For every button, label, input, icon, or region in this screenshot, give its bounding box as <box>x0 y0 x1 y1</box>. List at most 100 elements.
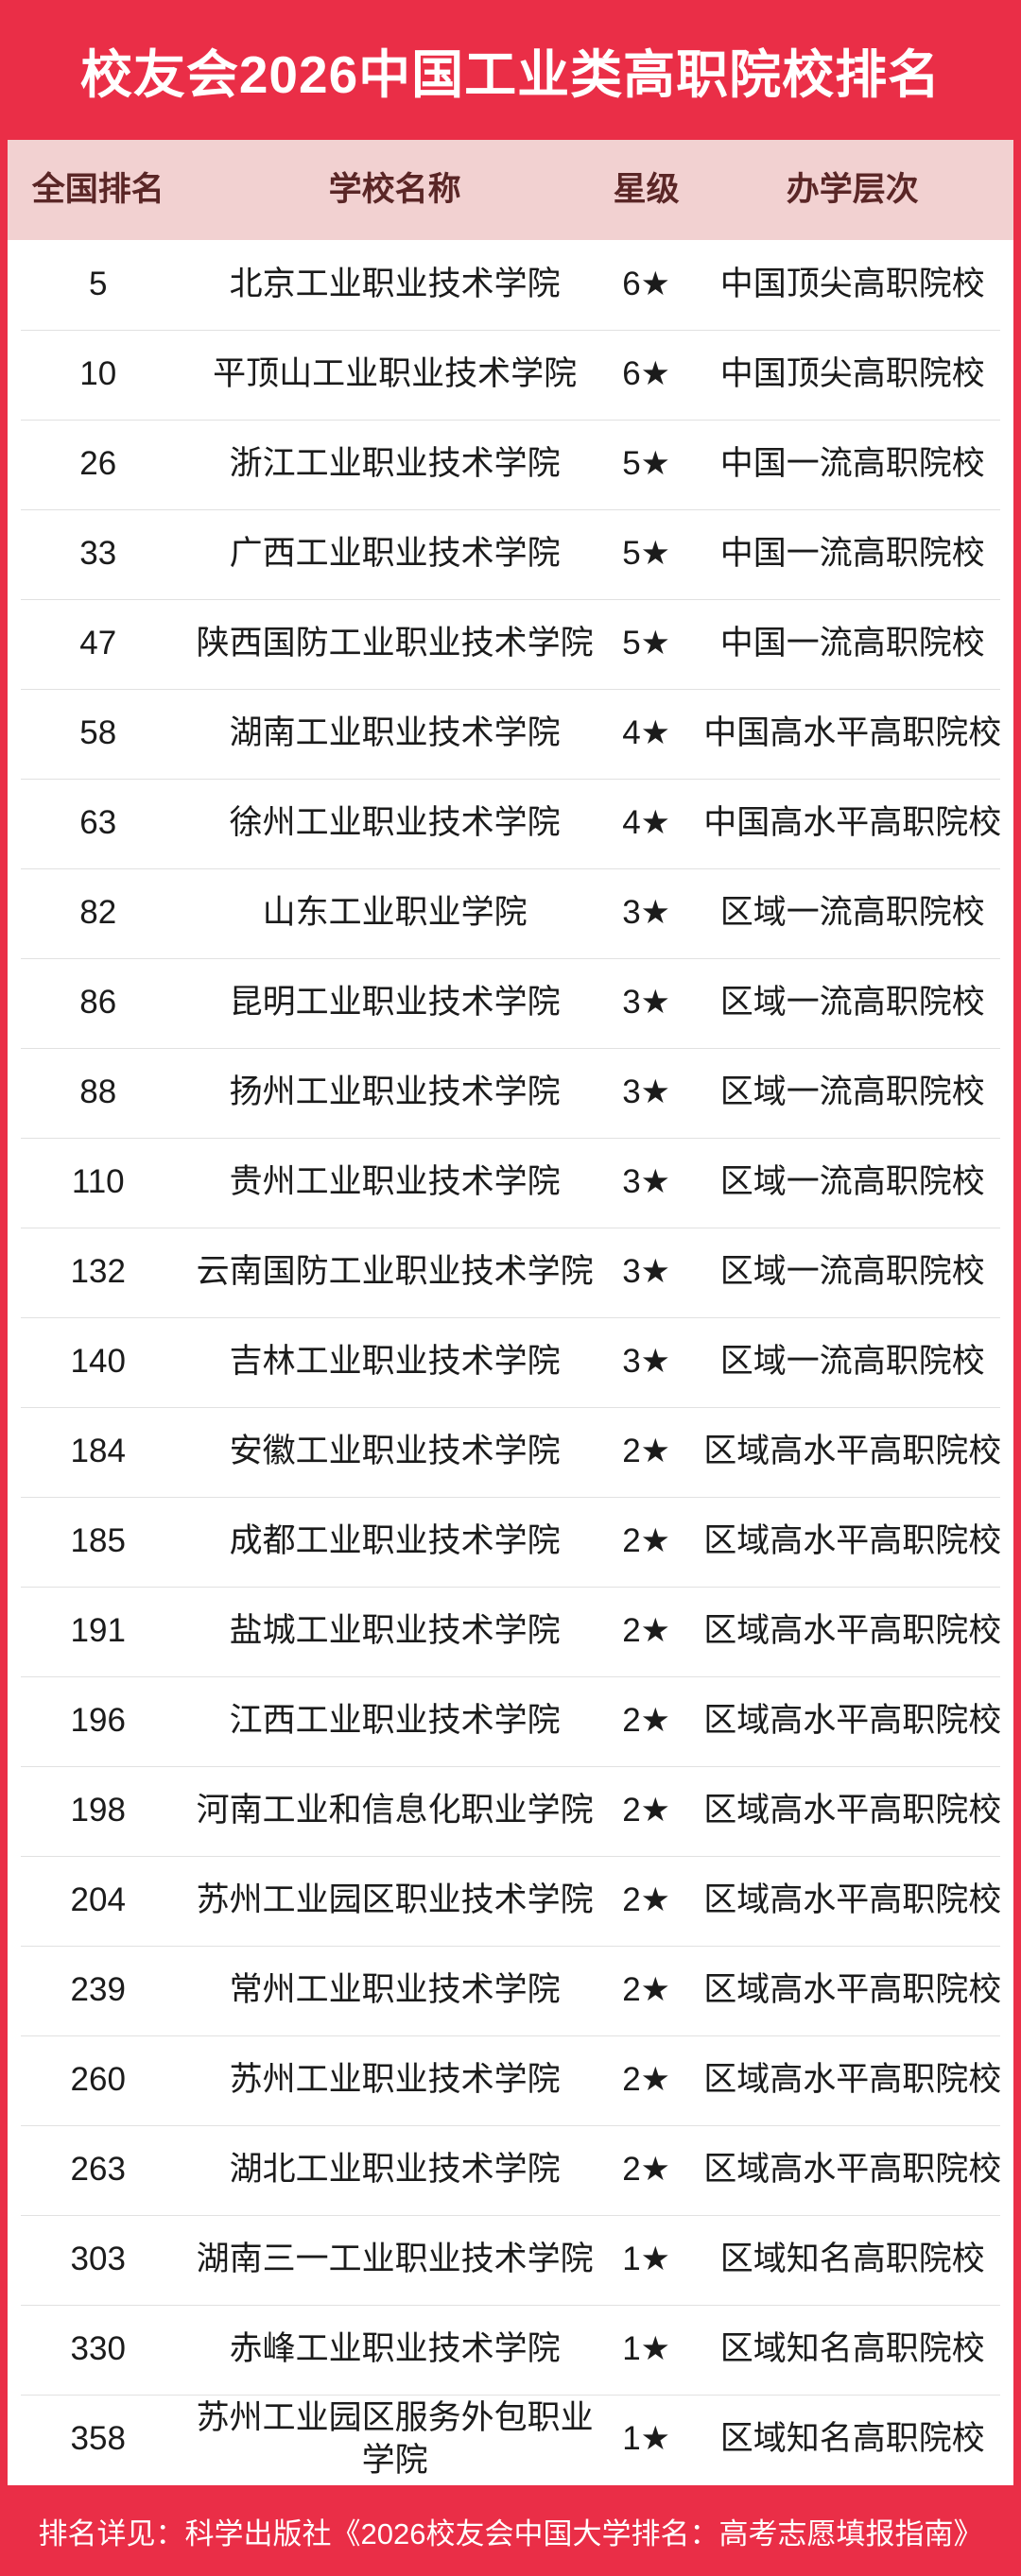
table-row: 303 湖南三一工业职业技术学院 1★ 区域知名高职院校 <box>8 2215 1013 2305</box>
star-rating-cell: 2★ <box>622 1433 671 1470</box>
school-level-cell: 中国一流高职院校 <box>719 625 985 662</box>
table-row: 82 山东工业职业学院 3★ 区域一流高职院校 <box>8 868 1013 958</box>
table-row: 33 广西工业职业技术学院 5★ 中国一流高职院校 <box>8 509 1013 599</box>
school-name-cell: 安徽工业职业技术学院 <box>229 1433 561 1470</box>
star-rating-cell: 2★ <box>622 1792 671 1829</box>
table-row: 260 苏州工业职业技术学院 2★ 区域高水平高职院校 <box>8 2035 1013 2125</box>
rank-cell: 26 <box>79 445 117 483</box>
table-header-row: 全国排名 学校名称 星级 办学层次 <box>8 140 1013 240</box>
rank-cell: 196 <box>70 1702 126 1740</box>
school-level-cell: 区域一流高职院校 <box>719 894 985 932</box>
rank-cell: 330 <box>70 2330 126 2368</box>
school-name-cell: 北京工业职业技术学院 <box>229 266 561 303</box>
table-row: 88 扬州工业职业技术学院 3★ 区域一流高职院校 <box>8 1048 1013 1138</box>
rank-cell: 184 <box>70 1433 126 1470</box>
table-row: 204 苏州工业园区职业技术学院 2★ 区域高水平高职院校 <box>8 1856 1013 1946</box>
rank-cell: 140 <box>70 1343 126 1381</box>
school-name-cell: 江西工业职业技术学院 <box>229 1702 561 1740</box>
column-header-rank: 全国排名 <box>31 170 164 208</box>
school-name-cell: 湖南三一工业职业技术学院 <box>196 2241 594 2278</box>
table-row: 239 常州工业职业技术学院 2★ 区域高水平高职院校 <box>8 1946 1013 2035</box>
rank-cell: 10 <box>79 355 117 393</box>
school-name-cell: 广西工业职业技术学院 <box>229 535 561 573</box>
table-row: 58 湖南工业职业技术学院 4★ 中国高水平高职院校 <box>8 689 1013 779</box>
school-level-cell: 区域一流高职院校 <box>719 1073 985 1111</box>
table-row: 198 河南工业和信息化职业学院 2★ 区域高水平高职院校 <box>8 1766 1013 1856</box>
school-level-cell: 区域知名高职院校 <box>719 2420 985 2458</box>
school-level-cell: 中国高水平高职院校 <box>703 714 1002 752</box>
star-rating-cell: 4★ <box>622 714 671 752</box>
star-rating-cell: 3★ <box>622 1073 671 1111</box>
table-row: 110 贵州工业职业技术学院 3★ 区域一流高职院校 <box>8 1138 1013 1228</box>
table-row: 10 平顶山工业职业技术学院 6★ 中国顶尖高职院校 <box>8 330 1013 420</box>
school-name-cell: 云南国防工业职业技术学院 <box>196 1253 594 1291</box>
school-level-cell: 区域高水平高职院校 <box>703 2151 1002 2189</box>
table-row: 184 安徽工业职业技术学院 2★ 区域高水平高职院校 <box>8 1407 1013 1497</box>
rank-cell: 63 <box>79 804 117 842</box>
star-rating-cell: 2★ <box>622 1881 671 1919</box>
school-level-cell: 区域知名高职院校 <box>719 2330 985 2368</box>
school-name-cell: 山东工业职业学院 <box>262 894 528 932</box>
rank-cell: 88 <box>79 1073 117 1111</box>
table-row: 358 苏州工业园区服务外包职业学院 1★ 区域知名高职院校 <box>8 2395 1013 2484</box>
column-header-stars: 星级 <box>613 170 680 208</box>
star-rating-cell: 6★ <box>622 266 671 303</box>
star-rating-cell: 2★ <box>622 1971 671 2009</box>
star-rating-cell: 1★ <box>622 2241 671 2278</box>
rank-cell: 132 <box>70 1253 126 1291</box>
star-rating-cell: 2★ <box>622 1522 671 1560</box>
rank-cell: 86 <box>79 984 117 1022</box>
rank-cell: 47 <box>79 625 117 662</box>
table-row: 63 徐州工业职业技术学院 4★ 中国高水平高职院校 <box>8 779 1013 868</box>
table-row: 185 成都工业职业技术学院 2★ 区域高水平高职院校 <box>8 1497 1013 1587</box>
star-rating-cell: 3★ <box>622 984 671 1022</box>
school-name-cell: 湖南工业职业技术学院 <box>229 714 561 752</box>
school-level-cell: 区域高水平高职院校 <box>703 1612 1002 1650</box>
star-rating-cell: 3★ <box>622 1253 671 1291</box>
school-level-cell: 区域高水平高职院校 <box>703 1433 1002 1470</box>
table-row: 330 赤峰工业职业技术学院 1★ 区域知名高职院校 <box>8 2305 1013 2395</box>
ranking-table: 全国排名 学校名称 星级 办学层次 5 北京工业职业技术学院 6★ 中国顶尖高职… <box>8 140 1013 2485</box>
rank-cell: 5 <box>89 266 108 303</box>
school-name-cell: 苏州工业园区职业技术学院 <box>196 1881 594 1919</box>
school-name-cell: 昆明工业职业技术学院 <box>229 984 561 1022</box>
school-level-cell: 中国一流高职院校 <box>719 535 985 573</box>
school-name-cell: 陕西国防工业职业技术学院 <box>196 625 594 662</box>
banner: 校友会2026中国工业类高职院校排名 <box>0 0 1021 140</box>
school-name-cell: 苏州工业园区服务外包职业学院 <box>196 2399 594 2479</box>
rank-cell: 358 <box>70 2420 126 2458</box>
table-row: 263 湖北工业职业技术学院 2★ 区域高水平高职院校 <box>8 2125 1013 2215</box>
rank-cell: 82 <box>79 894 117 932</box>
school-name-cell: 盐城工业职业技术学院 <box>229 1612 561 1650</box>
footer: 排名详见：科学出版社《2026校友会中国大学排名：高考志愿填报指南》 <box>0 2485 1021 2576</box>
star-rating-cell: 3★ <box>622 1343 671 1381</box>
rank-cell: 110 <box>71 1163 125 1201</box>
school-level-cell: 中国顶尖高职院校 <box>719 355 985 393</box>
column-header-level: 办学层次 <box>786 170 919 208</box>
school-level-cell: 区域一流高职院校 <box>719 1253 985 1291</box>
school-level-cell: 中国一流高职院校 <box>719 445 985 483</box>
school-name-cell: 平顶山工业职业技术学院 <box>213 355 578 393</box>
table-row: 26 浙江工业职业技术学院 5★ 中国一流高职院校 <box>8 420 1013 509</box>
star-rating-cell: 2★ <box>622 2061 671 2099</box>
rank-cell: 191 <box>70 1612 126 1650</box>
school-name-cell: 常州工业职业技术学院 <box>229 1971 561 2009</box>
school-level-cell: 区域高水平高职院校 <box>703 1702 1002 1740</box>
star-rating-cell: 1★ <box>622 2330 671 2368</box>
star-rating-cell: 2★ <box>622 1612 671 1650</box>
star-rating-cell: 2★ <box>622 1702 671 1740</box>
school-level-cell: 区域高水平高职院校 <box>703 2061 1002 2099</box>
star-rating-cell: 2★ <box>622 2151 671 2189</box>
table-row: 132 云南国防工业职业技术学院 3★ 区域一流高职院校 <box>8 1228 1013 1317</box>
school-level-cell: 区域高水平高职院校 <box>703 1522 1002 1560</box>
school-name-cell: 成都工业职业技术学院 <box>229 1522 561 1560</box>
rank-cell: 185 <box>70 1522 126 1560</box>
star-rating-cell: 5★ <box>622 445 671 483</box>
star-rating-cell: 6★ <box>622 355 671 393</box>
star-rating-cell: 3★ <box>622 1163 671 1201</box>
footer-note: 排名详见：科学出版社《2026校友会中国大学排名：高考志愿填报指南》 <box>38 2516 983 2550</box>
rank-cell: 239 <box>70 1971 126 2009</box>
school-name-cell: 吉林工业职业技术学院 <box>229 1343 561 1381</box>
school-level-cell: 区域知名高职院校 <box>719 2241 985 2278</box>
